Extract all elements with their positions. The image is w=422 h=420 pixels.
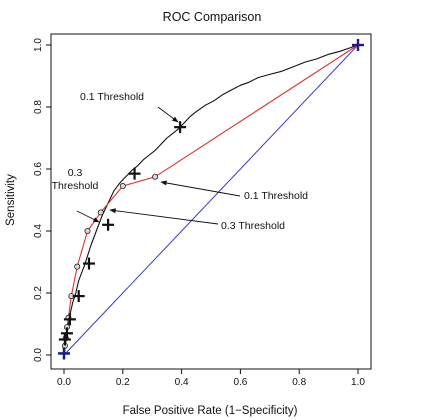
endpoint-plus-marker [352, 39, 364, 51]
x-tick-label: 0.4 [175, 377, 189, 388]
diagonal-reference-line [63, 44, 359, 356]
x-tick-label: 0.0 [57, 377, 71, 388]
endpoint-plus-marker [58, 347, 70, 360]
red-point-marker [152, 173, 159, 180]
annotation-arrow [76, 210, 100, 223]
y-tick-label: 0.2 [33, 286, 44, 300]
y-tick-label: 0.4 [33, 224, 44, 238]
roc-curve-black [63, 44, 359, 356]
annotation-label: 0.1 Threshold [244, 190, 308, 202]
plus-marker [128, 167, 141, 180]
y-tick-label: 0.6 [33, 162, 44, 176]
plus-marker [72, 290, 85, 303]
annotation-arrow [160, 180, 241, 197]
plot-area [58, 39, 364, 360]
plus-marker [174, 121, 187, 134]
y-axis-label: Sensitivity [5, 174, 17, 226]
y-tick-label: 0.0 [33, 348, 44, 362]
annotation-line: 0.3 [68, 167, 83, 179]
red-point-marker [119, 183, 126, 190]
x-tick-label: 0.6 [233, 377, 247, 388]
x-tick-label: 1.0 [351, 377, 365, 388]
annotation-line: 0.3 Threshold [221, 220, 285, 232]
y-tick-label: 1.0 [33, 38, 44, 52]
annotation-line: 0.1 Threshold [80, 91, 144, 103]
red-point-marker [97, 209, 104, 216]
chart-title: ROC Comparison [163, 10, 262, 24]
annotation-line: Threshold [52, 180, 99, 192]
axes: 0.0 0.2 0.4 0.6 0.8 1.0 0.0 0.2 0.4 0.6 0.8 1.0 [33, 38, 365, 388]
red-point-marker [74, 263, 81, 270]
plus-marker [82, 257, 95, 270]
y-tick-label: 0.8 [33, 100, 44, 114]
red-point-marker [84, 227, 91, 234]
annotation-line: 0.1 Threshold [244, 190, 308, 202]
plus-marker [102, 218, 115, 231]
annotation-label: 0.3 Threshold [221, 220, 285, 232]
x-axis-label: False Positive Rate (1−Specificity) [123, 405, 298, 417]
plot-frame [50, 33, 372, 370]
x-tick-label: 0.8 [292, 377, 306, 388]
annotation-label: 0.1 Threshold [80, 91, 144, 103]
annotation-arrow [109, 208, 219, 225]
annotation-label: 0.3 Threshold [52, 167, 99, 192]
x-tick-label: 0.2 [116, 377, 130, 388]
annotation-arrow [157, 106, 179, 123]
plus-marker [60, 327, 73, 340]
plus-marker [63, 313, 76, 326]
plus-marker [58, 333, 71, 346]
